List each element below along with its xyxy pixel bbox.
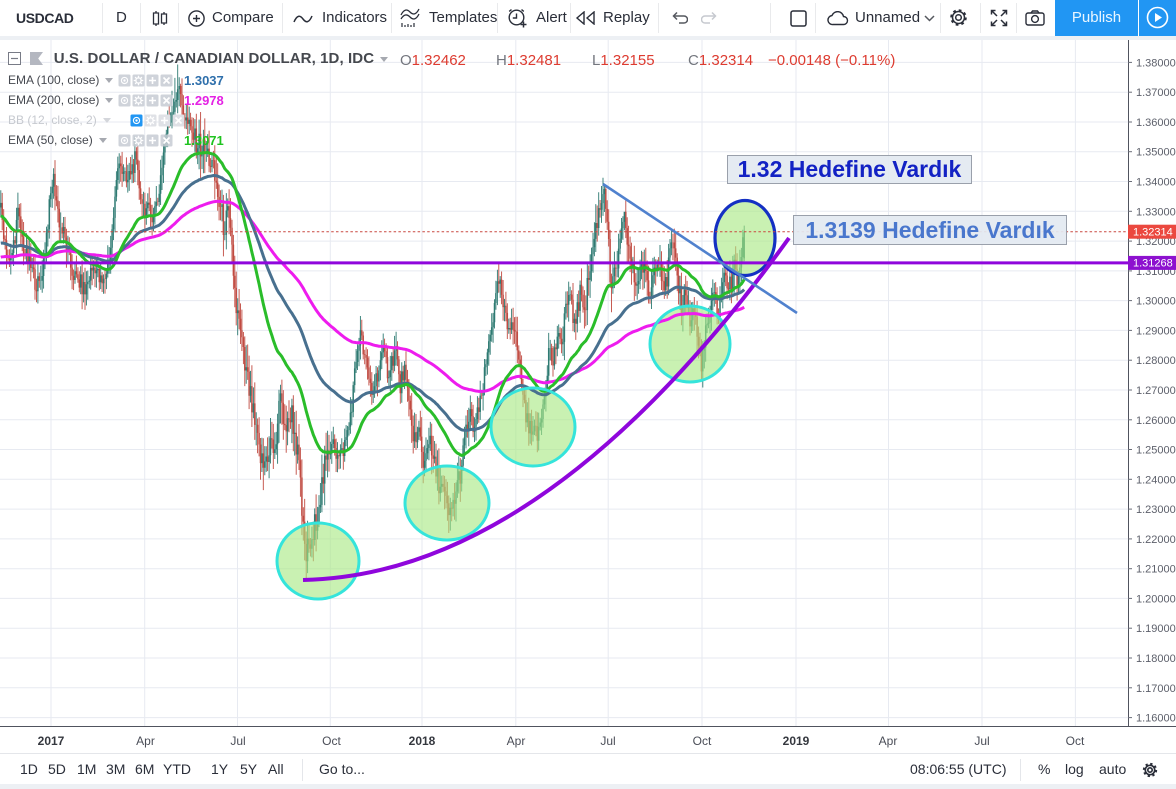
svg-text:1.24000: 1.24000: [1136, 474, 1176, 486]
svg-text:2019: 2019: [783, 734, 810, 748]
svg-text:1.35000: 1.35000: [1136, 147, 1176, 159]
svg-text:1.32314: 1.32314: [1133, 227, 1173, 239]
svg-text:1.29000: 1.29000: [1136, 325, 1176, 337]
svg-text:1.28000: 1.28000: [1136, 355, 1176, 367]
svg-text:2018: 2018: [409, 734, 436, 748]
svg-text:1.37000: 1.37000: [1136, 87, 1176, 99]
svg-text:1.16000: 1.16000: [1136, 713, 1176, 725]
svg-text:1.18000: 1.18000: [1136, 653, 1176, 665]
svg-text:Apr: Apr: [507, 734, 526, 748]
svg-text:1.21000: 1.21000: [1136, 564, 1176, 576]
svg-text:1.36000: 1.36000: [1136, 117, 1176, 129]
svg-text:1.23000: 1.23000: [1136, 504, 1176, 516]
svg-text:Jul: Jul: [600, 734, 615, 748]
svg-text:1.33000: 1.33000: [1136, 206, 1176, 218]
svg-text:1.19000: 1.19000: [1136, 623, 1176, 635]
svg-text:1.34000: 1.34000: [1136, 177, 1176, 189]
svg-text:Jul: Jul: [974, 734, 989, 748]
svg-text:1.20000: 1.20000: [1136, 593, 1176, 605]
svg-text:Oct: Oct: [322, 734, 341, 748]
svg-text:1.31268: 1.31268: [1133, 258, 1173, 270]
svg-text:2017: 2017: [38, 734, 65, 748]
svg-text:1.25000: 1.25000: [1136, 445, 1176, 457]
svg-text:Jul: Jul: [230, 734, 245, 748]
svg-text:1.30000: 1.30000: [1136, 296, 1176, 308]
svg-text:1.17000: 1.17000: [1136, 683, 1176, 695]
svg-text:1.32000: 1.32000: [1136, 236, 1176, 248]
svg-text:Apr: Apr: [136, 734, 155, 748]
svg-text:1.38000: 1.38000: [1136, 57, 1176, 69]
svg-text:Oct: Oct: [1066, 734, 1085, 748]
svg-text:1.22000: 1.22000: [1136, 534, 1176, 546]
svg-text:Oct: Oct: [693, 734, 712, 748]
svg-text:1.26000: 1.26000: [1136, 415, 1176, 427]
svg-text:1.27000: 1.27000: [1136, 385, 1176, 397]
svg-text:Apr: Apr: [879, 734, 898, 748]
